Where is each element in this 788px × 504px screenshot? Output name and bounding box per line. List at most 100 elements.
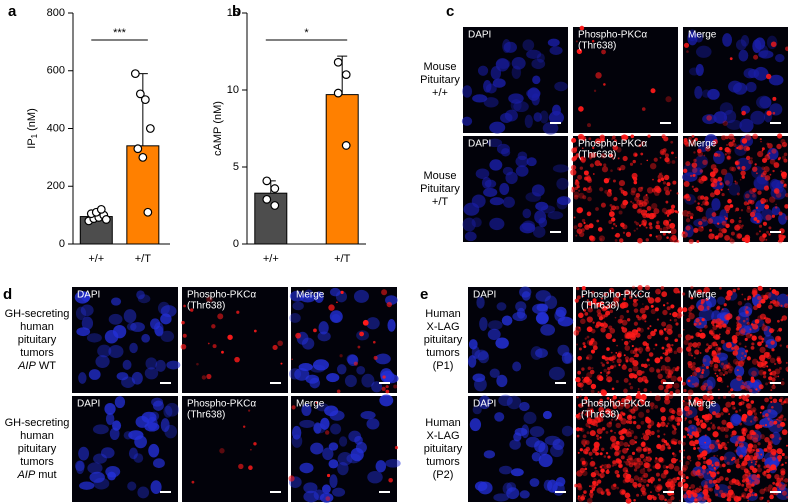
stain-dot: [738, 342, 742, 346]
stain-dot: [221, 350, 224, 354]
stain-dot: [596, 428, 603, 435]
stain-dot: [723, 229, 728, 234]
nucleus: [557, 344, 570, 356]
stain-dot: [693, 357, 696, 359]
stain-dot: [741, 138, 748, 144]
nucleus: [137, 486, 150, 499]
stain-dot: [658, 292, 661, 295]
stain-dot: [750, 400, 755, 404]
stain-dot: [595, 207, 599, 211]
stain-dot: [770, 371, 773, 374]
stain-dot: [771, 405, 774, 409]
stain-dot: [647, 447, 651, 451]
stain-dot: [697, 345, 700, 349]
stain-dot: [600, 468, 605, 473]
stain-dot: [766, 468, 771, 474]
stain-dot: [768, 152, 771, 155]
stain-dot: [768, 226, 772, 230]
nucleus: [160, 330, 175, 343]
stain-dot: [596, 487, 603, 494]
nucleus: [706, 376, 716, 390]
data-point: [333, 57, 343, 67]
stain-dot: [785, 46, 788, 52]
stain-dot: [645, 418, 652, 424]
stain-dot: [578, 326, 581, 329]
stain-dot: [715, 346, 721, 352]
stain-dot: [745, 349, 749, 353]
stain-dot: [726, 144, 728, 146]
stain-dot: [614, 451, 620, 457]
nucleus: [738, 306, 753, 318]
stain-dot: [670, 457, 677, 464]
stain-dot: [649, 434, 652, 437]
micrograph: DAPI: [468, 394, 574, 502]
stain-dot: [612, 179, 616, 183]
stain-dot: [666, 328, 673, 335]
stain-dot: [598, 406, 605, 413]
nucleus: [686, 375, 700, 388]
stain-dot: [615, 422, 621, 429]
nucleus: [547, 38, 560, 47]
stain-dot: [611, 227, 614, 230]
stain-dot: [608, 177, 611, 181]
stain-dot: [711, 464, 714, 467]
stain-dot: [665, 330, 668, 333]
nucleus: [500, 112, 513, 123]
stain-dot: [727, 362, 730, 365]
stain-dot: [755, 388, 758, 391]
nucleus: [356, 366, 366, 375]
stain-dot: [675, 156, 677, 159]
stain-dot: [586, 407, 591, 412]
stain-dot: [581, 460, 586, 465]
stain-dot: [206, 296, 213, 303]
stain-dot: [591, 290, 595, 295]
stain-dot: [654, 357, 661, 364]
x-tick-label: +/T: [135, 253, 151, 265]
stain-dot: [715, 412, 721, 418]
nucleus: [74, 460, 85, 472]
nucleus: [301, 337, 315, 350]
stain-dot: [695, 206, 698, 209]
nucleus: [111, 297, 122, 306]
stain-dot: [601, 302, 605, 305]
nucleus: [735, 445, 748, 458]
nucleus: [713, 111, 728, 124]
nucleus: [469, 418, 482, 432]
stain-dot: [697, 341, 702, 346]
stain-dot: [587, 417, 592, 422]
stain-dot: [606, 178, 609, 182]
stain-dot: [736, 375, 743, 382]
stain-dot: [768, 419, 770, 421]
stain-dot: [775, 482, 780, 487]
nucleus: [734, 365, 745, 378]
stain-dot: [747, 295, 752, 300]
stain-dot: [590, 457, 593, 460]
stain-dot: [778, 156, 782, 160]
stain-dot: [739, 422, 743, 426]
stain-dot: [632, 159, 636, 164]
data-point: [270, 184, 280, 193]
stain-dot: [277, 340, 283, 347]
stain-dot: [619, 449, 622, 452]
stain-dot: [682, 401, 688, 407]
image-label: Merge: [688, 138, 717, 149]
nucleus: [130, 322, 145, 332]
nucleus: [501, 315, 513, 326]
stain-dot: [575, 146, 578, 149]
stain-dot: [701, 465, 707, 470]
stain-dot: [606, 361, 610, 365]
stain-dot: [596, 219, 600, 223]
stain-dot: [629, 434, 633, 438]
stain-dot: [637, 376, 644, 383]
stain-dot: [700, 298, 705, 303]
stain-dot: [610, 169, 613, 172]
nucleus: [330, 423, 342, 435]
stain-dot: [760, 197, 767, 204]
stain-dot: [746, 406, 753, 413]
stain-dot: [750, 376, 755, 380]
stain-dot: [616, 358, 622, 364]
stain-dot: [584, 397, 588, 401]
stain-dot: [641, 437, 643, 439]
stain-dot: [749, 199, 755, 205]
stain-dot: [726, 498, 730, 502]
